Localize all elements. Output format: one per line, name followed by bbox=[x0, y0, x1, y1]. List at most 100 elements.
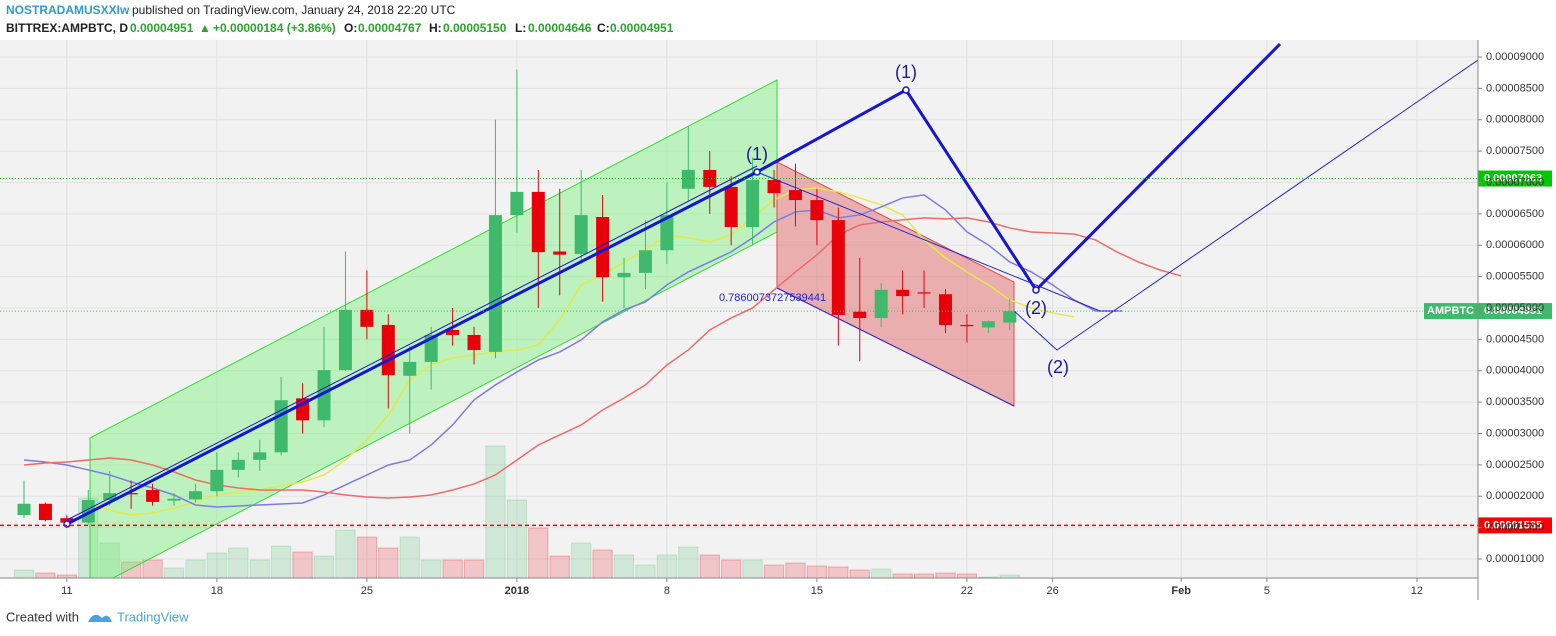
volume-bar bbox=[506, 499, 528, 578]
volume-bar bbox=[956, 573, 978, 578]
volume-bar bbox=[935, 572, 956, 578]
volume-bar bbox=[549, 555, 570, 578]
volume-bar bbox=[35, 572, 56, 578]
author: NOSTRADAMUSXXIw bbox=[6, 3, 130, 17]
candle-body bbox=[510, 191, 524, 216]
volume-bar bbox=[378, 547, 399, 578]
candle-body bbox=[960, 324, 974, 327]
symbol-tag bbox=[1424, 303, 1478, 320]
candle-body bbox=[810, 200, 824, 221]
volume-bar bbox=[592, 549, 613, 578]
candle-body bbox=[703, 169, 717, 187]
volume-bar bbox=[721, 559, 742, 578]
volume-bar bbox=[871, 568, 892, 578]
y-tick-label: 0.00004000 bbox=[1486, 365, 1544, 377]
candle-body bbox=[788, 190, 802, 201]
candle-body bbox=[17, 503, 31, 516]
volume-bar bbox=[99, 542, 120, 578]
x-tick-label: 12 bbox=[1411, 585, 1423, 597]
candle-body bbox=[103, 493, 117, 501]
volume-bar bbox=[485, 445, 506, 578]
candle-body bbox=[617, 272, 631, 278]
moving-average bbox=[88, 187, 1075, 516]
wave-point bbox=[902, 86, 910, 94]
wave-label: (1) bbox=[895, 62, 917, 82]
y-tick-label: 0.00006500 bbox=[1486, 208, 1544, 220]
volume-bar bbox=[849, 569, 870, 578]
volume-bar bbox=[892, 573, 913, 578]
candle-body bbox=[531, 191, 545, 253]
last-price: 0.00004951 bbox=[130, 21, 194, 35]
low: 0.00004646 bbox=[528, 21, 592, 35]
candle-body bbox=[553, 251, 567, 255]
candle-body bbox=[467, 334, 481, 351]
candle-body bbox=[338, 309, 352, 371]
footer-brand[interactable]: TradingView bbox=[117, 609, 189, 624]
x-tick-label: 22 bbox=[961, 585, 973, 597]
volume-bar bbox=[913, 573, 935, 578]
x-tick-label: 2018 bbox=[505, 585, 529, 597]
candle-body bbox=[488, 215, 502, 352]
candle-body bbox=[317, 370, 331, 421]
volume-bar bbox=[185, 559, 206, 578]
volume-bar bbox=[442, 559, 463, 578]
wave-label: (2) bbox=[1025, 298, 1047, 318]
x-tick-label: 15 bbox=[811, 585, 823, 597]
volume-bar bbox=[806, 565, 828, 578]
y-tick-label: 0.00008500 bbox=[1486, 82, 1544, 94]
candle-body bbox=[681, 169, 695, 189]
moving-average bbox=[23, 194, 1117, 508]
high: 0.00005150 bbox=[443, 21, 507, 35]
volume-bar bbox=[249, 559, 270, 578]
y-tick-label: 0.00003500 bbox=[1486, 396, 1544, 408]
candle-body bbox=[360, 309, 374, 327]
candle-body bbox=[853, 311, 867, 319]
volume-bar bbox=[421, 559, 442, 578]
candle-body bbox=[167, 498, 181, 501]
volume-bar bbox=[463, 559, 485, 578]
volume-bar bbox=[335, 529, 356, 578]
volume-bar bbox=[313, 555, 335, 578]
volume-bar bbox=[656, 554, 678, 578]
candle-body bbox=[574, 215, 588, 255]
candle-body bbox=[1003, 311, 1017, 323]
y-tick-label: 0.00007000 bbox=[1486, 176, 1544, 188]
wave-thin-2 bbox=[1013, 59, 1478, 351]
candle-body bbox=[253, 452, 267, 460]
candle-body bbox=[424, 334, 438, 362]
volume-bar bbox=[163, 567, 185, 578]
volume-bar bbox=[785, 562, 806, 578]
y-tick-label: 0.00002000 bbox=[1486, 490, 1544, 502]
y-tick-label: 0.00006000 bbox=[1486, 239, 1544, 251]
wave-thin bbox=[756, 171, 1122, 312]
y-tick-label: 0.00001500 bbox=[1486, 522, 1544, 534]
volume-bar bbox=[613, 554, 635, 578]
y-tick-label: 0.00005000 bbox=[1486, 302, 1544, 314]
volume-bar bbox=[356, 536, 378, 578]
x-tick-label: 25 bbox=[361, 585, 373, 597]
candle-body bbox=[146, 489, 160, 502]
volume-bar bbox=[56, 574, 78, 578]
candle-body bbox=[981, 321, 995, 328]
wave-label: (2) bbox=[1047, 357, 1069, 377]
x-tick-label: 5 bbox=[1264, 585, 1270, 597]
candle-body bbox=[746, 179, 760, 228]
candle-body bbox=[938, 294, 952, 325]
y-tick-label: 0.00004500 bbox=[1486, 333, 1544, 345]
wave-point bbox=[1032, 286, 1040, 294]
volume-bar bbox=[292, 551, 313, 578]
change-arrow: ▲ bbox=[199, 21, 211, 35]
price-tag bbox=[1478, 303, 1552, 320]
price-tag-label: 0.00004951 bbox=[1484, 305, 1542, 317]
candle-body bbox=[124, 493, 138, 495]
candle-body bbox=[596, 217, 610, 278]
y-tick-label: 0.00001000 bbox=[1486, 553, 1544, 565]
price-tag-label: 0.00001535 bbox=[1484, 519, 1542, 531]
volume-bar bbox=[528, 527, 549, 578]
volume-bar bbox=[271, 545, 292, 578]
candle-body bbox=[767, 179, 781, 194]
candle-body bbox=[38, 503, 52, 521]
candle-body bbox=[210, 469, 224, 492]
fib-label: 0.7860073727539441 bbox=[719, 292, 826, 304]
